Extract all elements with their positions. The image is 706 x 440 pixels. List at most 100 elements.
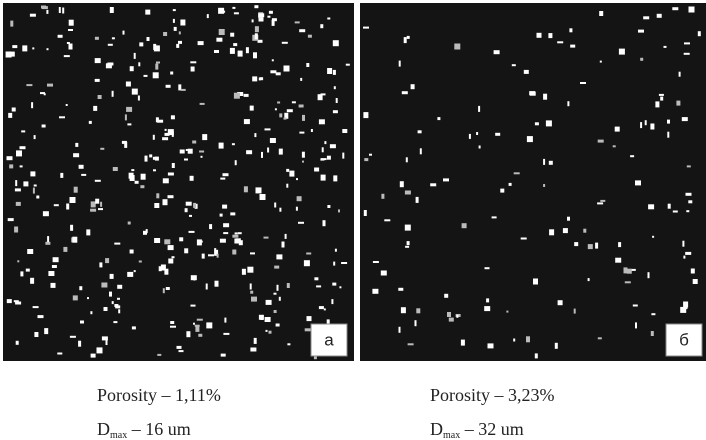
pore (5, 51, 12, 58)
pore (253, 337, 257, 344)
pore (286, 183, 289, 188)
pore (269, 138, 276, 143)
pore (250, 347, 257, 352)
pore (16, 150, 22, 157)
pore (520, 237, 527, 240)
pore (149, 154, 153, 158)
pore (635, 180, 641, 186)
pore (90, 311, 93, 315)
dmax-symbol: D (97, 419, 110, 439)
pore (129, 66, 134, 72)
pore (271, 19, 275, 26)
pore (316, 285, 322, 288)
pore (444, 293, 449, 298)
pore (333, 86, 336, 90)
pore (201, 253, 205, 259)
pore (257, 39, 263, 43)
pore (185, 201, 192, 206)
pore (124, 114, 127, 121)
pore (31, 102, 34, 109)
pore (218, 142, 224, 149)
pore (302, 160, 304, 163)
pore (683, 52, 690, 55)
pore (26, 84, 33, 87)
pore (59, 116, 65, 119)
label-box (665, 323, 703, 357)
pore (686, 165, 691, 168)
pore (275, 72, 281, 76)
pore (6, 156, 13, 161)
pore (615, 257, 622, 263)
pore (209, 224, 213, 230)
pore (320, 158, 327, 161)
pore (284, 112, 289, 119)
pore (567, 216, 570, 221)
pore (283, 117, 287, 120)
dmax-symbol: D (430, 419, 443, 439)
pore (486, 298, 490, 303)
pore (127, 271, 134, 277)
pore (114, 242, 121, 245)
pore (676, 100, 681, 106)
pore (341, 262, 348, 264)
pore (372, 261, 379, 263)
pore (160, 264, 166, 271)
pore (53, 204, 59, 207)
pore (648, 204, 655, 210)
pore (478, 105, 481, 112)
pore (318, 119, 325, 125)
pore (170, 321, 175, 324)
pore (635, 322, 637, 329)
pore (543, 184, 546, 187)
pore (526, 336, 530, 343)
pore (234, 232, 238, 235)
pore (655, 101, 660, 108)
pore (683, 301, 689, 308)
pore (134, 180, 139, 184)
pore (107, 62, 114, 66)
pore (95, 198, 100, 204)
pore (511, 64, 516, 67)
pore (454, 43, 461, 50)
pore (19, 146, 26, 150)
pore (86, 229, 91, 236)
pore (94, 179, 101, 182)
pore (137, 95, 140, 101)
pore (47, 83, 53, 87)
pore (529, 91, 536, 96)
pore (672, 7, 679, 11)
pore (342, 152, 345, 159)
dmax-value: – 16 um (127, 419, 191, 439)
pore (66, 42, 70, 44)
pore (237, 50, 243, 57)
pore (595, 242, 599, 249)
pore (682, 240, 685, 247)
pore (167, 172, 174, 176)
pore (680, 306, 687, 313)
pore (107, 43, 113, 46)
pore (250, 290, 254, 294)
pore (223, 10, 226, 13)
pore (87, 297, 89, 300)
pore (274, 108, 277, 111)
pore (273, 292, 277, 295)
pore (29, 13, 36, 17)
pore (526, 136, 533, 143)
pore (307, 34, 312, 38)
dmax-sub: max (110, 430, 127, 440)
pore (626, 268, 632, 274)
pore (660, 96, 664, 101)
pore (273, 310, 277, 313)
pore (587, 244, 593, 250)
pore (456, 314, 459, 318)
pore (304, 328, 311, 332)
pore (186, 331, 191, 338)
pore (176, 345, 182, 349)
pore (165, 287, 170, 290)
pore (323, 308, 326, 311)
pore (630, 155, 635, 158)
pore (90, 353, 96, 358)
pore (105, 63, 112, 69)
pore (158, 266, 162, 272)
pore (200, 155, 203, 158)
